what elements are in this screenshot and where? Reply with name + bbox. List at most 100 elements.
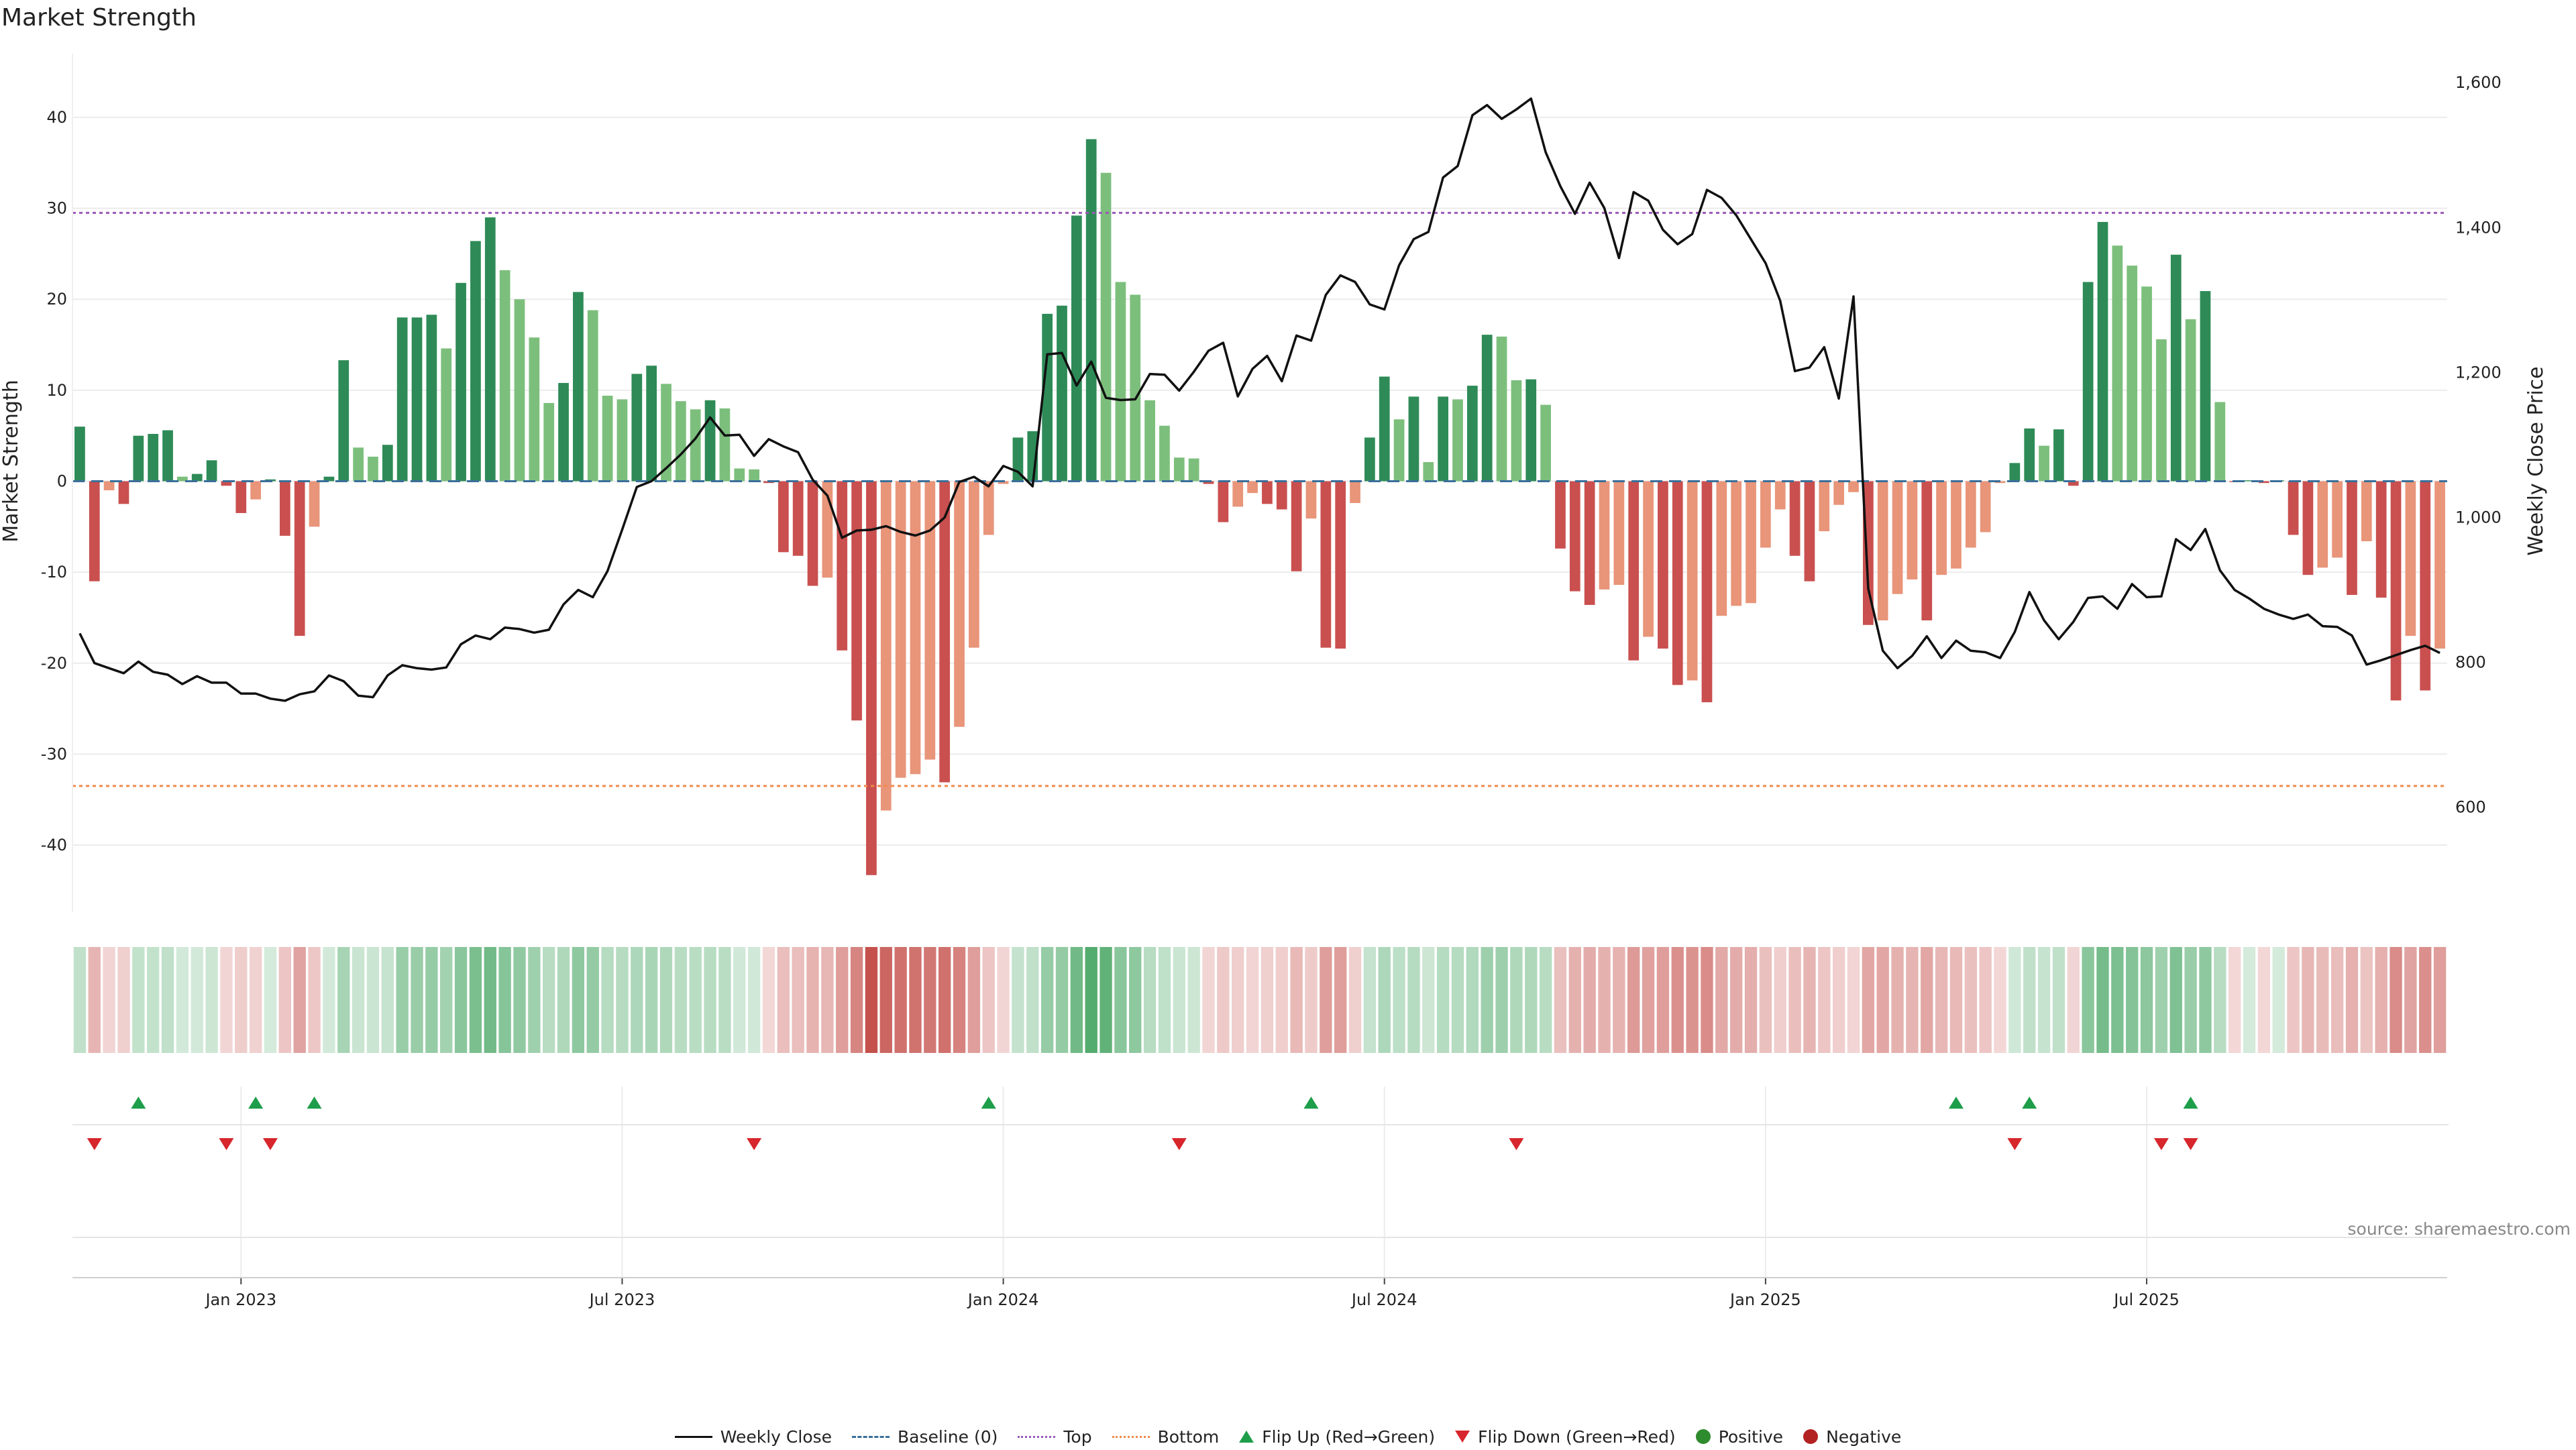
- strength-bar: [910, 481, 921, 775]
- heat-cell: [645, 947, 658, 1053]
- heat-cell: [2023, 947, 2036, 1053]
- heat-cell: [1979, 947, 1992, 1053]
- y-tick-label: 10: [46, 381, 67, 400]
- strength-bar: [368, 456, 378, 482]
- heat-cell: [1466, 947, 1479, 1053]
- strength-bar: [1320, 481, 1332, 648]
- strength-bar: [2068, 481, 2079, 486]
- strength-bar: [74, 427, 85, 482]
- axes: 40 30 20 10 0 -10 -20 -30 -40 1,600 1,400 1,200 1,00…: [0, 54, 2548, 1309]
- strength-bar: [1643, 481, 1654, 637]
- heat-cell: [543, 947, 555, 1053]
- heat-cell: [557, 947, 570, 1053]
- legend-label: Baseline (0): [898, 1427, 998, 1447]
- heat-cell: [1275, 947, 1288, 1053]
- legend-marker-baseline: [852, 1435, 890, 1438]
- heat-cell: [674, 947, 688, 1053]
- heat-cell: [1451, 947, 1464, 1053]
- strength-bar: [514, 299, 525, 482]
- strength-bar: [1305, 481, 1317, 519]
- strength-bar: [2127, 266, 2138, 482]
- strength-bar: [998, 481, 1009, 484]
- flip-up-marker: [2183, 1097, 2198, 1109]
- heat-cell: [73, 947, 87, 1053]
- heat-cell: [1217, 947, 1230, 1053]
- heat-cell: [836, 947, 849, 1053]
- heat-cell: [337, 947, 350, 1053]
- heat-cell: [1642, 947, 1655, 1053]
- strength-bar: [2434, 481, 2445, 649]
- strength-bar: [1496, 336, 1507, 482]
- heat-cell: [2184, 947, 2197, 1053]
- heat-cell: [2228, 947, 2241, 1053]
- heat-cell: [1012, 947, 1024, 1053]
- strength-bar: [2185, 319, 2196, 482]
- strength-bar: [177, 476, 188, 482]
- legend-item-negative: Negative: [1803, 1427, 1901, 1447]
- strength-bar: [1159, 425, 1170, 482]
- strength-bar: [587, 310, 598, 482]
- strength-bar: [1921, 481, 1933, 621]
- heat-cell: [792, 947, 804, 1053]
- heat-cell: [1656, 947, 1670, 1053]
- heat-cell: [2390, 947, 2402, 1053]
- strength-bar: [837, 481, 848, 651]
- heat-cell: [1891, 947, 1904, 1053]
- heat-cell: [1495, 947, 1508, 1053]
- strength-bar: [382, 445, 393, 482]
- legend-item-weekly-close: Weekly Close: [674, 1427, 832, 1447]
- heat-cell: [1055, 947, 1069, 1053]
- strength-bar: [749, 469, 759, 482]
- heat-cell: [528, 947, 541, 1053]
- strength-bar: [133, 435, 144, 482]
- y-tick-label: -20: [41, 654, 67, 673]
- x-tick-label: Jul 2023: [588, 1290, 655, 1309]
- strength-bar: [675, 401, 686, 482]
- heat-cell: [1099, 947, 1112, 1053]
- strength-bar: [1481, 335, 1493, 482]
- strength-bar: [1218, 481, 1229, 522]
- heat-cell: [777, 947, 790, 1053]
- strength-bar: [939, 481, 951, 783]
- heat-cell: [659, 947, 673, 1053]
- heat-cell: [601, 947, 614, 1053]
- heat-cell: [1290, 947, 1303, 1053]
- strength-bar: [616, 399, 628, 482]
- strength-bar: [250, 481, 262, 500]
- y-axis-label: Market Strength: [0, 380, 23, 542]
- heat-cell: [117, 947, 130, 1053]
- strength-bar: [1511, 380, 1522, 482]
- flip-up-marker: [2022, 1097, 2037, 1109]
- heat-cell: [1876, 947, 1889, 1053]
- legend-marker-flip-down: [1455, 1431, 1470, 1443]
- strength-bar: [2332, 481, 2343, 558]
- heat-cell: [631, 947, 643, 1053]
- heat-cell: [1539, 947, 1552, 1053]
- strength-bar: [1115, 282, 1126, 482]
- strength-bar: [969, 481, 979, 648]
- heat-cell: [894, 947, 907, 1053]
- legend-label: Flip Up (Red→Green): [1262, 1427, 1436, 1447]
- heat-cell: [586, 947, 599, 1053]
- strength-bar: [1130, 294, 1141, 482]
- heat-cell: [982, 947, 995, 1053]
- heat-cell: [1348, 947, 1362, 1053]
- strength-bar: [162, 430, 173, 482]
- strength-bar: [103, 481, 115, 491]
- strength-bar: [2200, 291, 2211, 482]
- heat-cell: [2111, 947, 2124, 1053]
- heat-cell: [1759, 947, 1772, 1053]
- heat-cell: [1114, 947, 1127, 1053]
- strength-bar: [2214, 402, 2226, 482]
- heat-cell: [161, 947, 174, 1053]
- heat-cell: [1627, 947, 1640, 1053]
- strength-bar: [1951, 481, 1962, 569]
- strength-bar: [396, 317, 408, 482]
- heat-cell: [2345, 947, 2359, 1053]
- heat-cell: [1862, 947, 1875, 1053]
- strength-bar: [558, 383, 569, 482]
- heat-cell: [572, 947, 585, 1053]
- chart-title: Market Strength: [1, 4, 197, 32]
- strength-bar: [1716, 481, 1727, 616]
- heat-cell: [1730, 947, 1743, 1053]
